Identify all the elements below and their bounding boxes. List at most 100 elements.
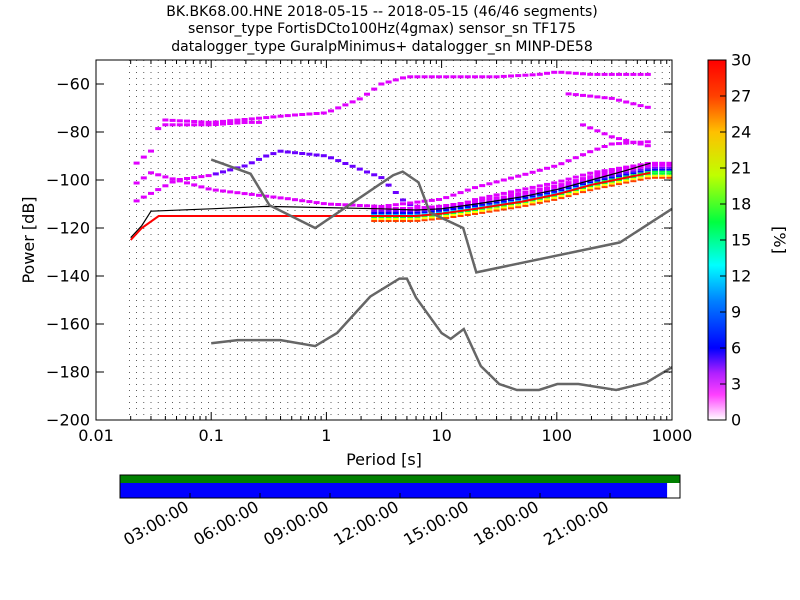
density-cell-59-5 — [551, 198, 558, 201]
y-axis-label: Power [dB] — [19, 196, 38, 283]
density-cell-55-1 — [522, 196, 529, 199]
trace-upper-cell-3 — [148, 149, 154, 153]
density-cell-51-5 — [493, 209, 500, 212]
trace-mid-hump-cell-10 — [198, 185, 205, 189]
density-cap-43 — [436, 204, 442, 208]
density-cell-34-4 — [371, 218, 378, 220]
trace-high-rising-cell-3 — [148, 191, 154, 195]
density-cell-75-5 — [666, 176, 673, 179]
trace-mid-hump-cell-21 — [277, 196, 284, 200]
density-cell-62-2 — [572, 187, 579, 190]
colorbar-tick-label-8: 24 — [731, 123, 751, 142]
trace-upper-secondary-cell-6 — [169, 123, 176, 127]
trace-high-rising-cell-65 — [594, 170, 601, 174]
density-cell-41-5 — [421, 219, 428, 222]
density-cell-40-1 — [414, 211, 421, 214]
trace-upper-secondary-cell-15 — [234, 121, 241, 125]
density-cell-41-0 — [421, 209, 428, 212]
trace-high-rising-cell-34 — [371, 173, 378, 177]
plot-area: 0.01 0.1 1 10 100 1000 −200 −180 −160 −140 −120 −1… — [19, 59, 692, 469]
trace-upper-cell-26 — [313, 112, 320, 115]
density-cap-46 — [457, 202, 464, 205]
density-cap-69 — [623, 166, 630, 172]
trace-high-rising-cell-25 — [306, 152, 313, 156]
trace-upper-cell-57 — [536, 72, 543, 76]
density-cap-47 — [464, 201, 471, 204]
density-cell-64-4 — [587, 187, 594, 190]
density-cell-74-2 — [659, 170, 666, 173]
density-cell-45-4 — [450, 214, 457, 216]
density-cell-61-5 — [565, 195, 572, 198]
trace-mid-hump-cell-29 — [335, 203, 342, 206]
line-mean — [130, 162, 651, 239]
trace-high-rising-cell-62 — [572, 175, 579, 179]
density-cap-57 — [536, 187, 543, 192]
density-cell-57-5 — [536, 201, 543, 204]
trace-mid-hump-cell-65 — [594, 147, 601, 151]
trace-upper-cell-8 — [184, 119, 190, 123]
density-cell-43-5 — [436, 217, 442, 220]
trace-upper-cell-52 — [500, 74, 507, 78]
density-cell-53-5 — [508, 207, 514, 210]
density-cell-65-4 — [594, 185, 601, 188]
density-cell-47-3 — [464, 210, 471, 212]
density-cell-38-4 — [400, 218, 406, 220]
density-cell-45-5 — [450, 216, 457, 218]
density-cell-54-2 — [515, 200, 522, 203]
chart-title: BK.BK68.00.HNE 2018-05-15 -- 2018-05-15 … — [166, 4, 597, 55]
colorbar-tick-label-5: 15 — [731, 231, 751, 250]
trace-upper-cell-14 — [227, 119, 234, 123]
density-cap-53 — [508, 193, 514, 198]
density-cell-74-0 — [659, 166, 666, 169]
density-cell-34-1 — [371, 212, 378, 214]
trace-upper-right-cell-70 — [630, 102, 637, 106]
density-cell-40-3 — [414, 215, 421, 218]
trace-upper-cell-51 — [493, 75, 500, 79]
trace-high-rising-cell-39 — [407, 203, 414, 207]
trace-mid-hump-cell-15 — [234, 191, 241, 195]
trace-high-rising-cell-6 — [169, 180, 176, 184]
density-cell-53-2 — [508, 201, 514, 204]
density-cell-45-3 — [450, 212, 457, 214]
trace-upper-right-cell-64 — [587, 94, 594, 98]
trace-high-rising-cell-49 — [479, 196, 486, 200]
density-cell-55-4 — [522, 202, 529, 205]
trace-upper-secondary-cell-5 — [162, 123, 169, 127]
density-cap-37 — [392, 207, 399, 210]
trace-upper-cell-9 — [191, 120, 198, 123]
density-cell-66-5 — [601, 186, 608, 189]
trace-upper-secondary-cell-12 — [212, 123, 219, 126]
density-cell-53-4 — [508, 205, 514, 208]
density-cell-59-1 — [551, 190, 558, 193]
trace-mid-hump-cell-47 — [464, 188, 471, 192]
trace-high-rising-cell-17 — [248, 161, 255, 165]
colorbar-tick-label-2: 6 — [731, 339, 741, 358]
timeline-tick-label-3: 12:00:00 — [330, 497, 402, 549]
density-cell-56-4 — [529, 201, 536, 204]
timeline-ticks: 03:00:0006:00:0009:00:0012:00:0015:00:00… — [120, 493, 612, 549]
density-cap-44 — [443, 204, 450, 207]
density-cell-34-5 — [371, 220, 378, 222]
density-cell-48-3 — [472, 209, 478, 211]
trace-upper-secondary-cell-17 — [248, 120, 255, 124]
density-cell-50-2 — [486, 204, 493, 207]
x-axis-label: Period [s] — [346, 450, 422, 469]
trace-upper-right-cell-62 — [572, 93, 579, 97]
trace-upper-cell-37 — [392, 78, 399, 82]
density-cap-54 — [515, 192, 522, 197]
trace-upper-cell-41 — [421, 75, 428, 79]
density-cell-70-1 — [630, 172, 637, 175]
x-tick-label-0: 0.01 — [78, 426, 114, 445]
density-cell-34-0 — [371, 210, 378, 212]
trace-mid-hump-cell-16 — [241, 192, 248, 196]
trace-mid-hump-cell-59 — [551, 164, 558, 168]
data-availability-timeline: 03:00:0006:00:0009:00:0012:00:0015:00:00… — [119, 474, 681, 549]
density-cell-75-4 — [666, 174, 673, 177]
trace-high-rising-cell-8 — [184, 177, 190, 180]
trace-upper-cell-59 — [551, 70, 558, 74]
trace-mid-hump-cell-1 — [133, 181, 140, 185]
trace-upper-cell-38 — [400, 76, 406, 80]
trace-upper-right-cell-68 — [616, 98, 622, 102]
density-cell-55-5 — [522, 204, 529, 207]
trace-mid-hump-cell-26 — [313, 201, 320, 205]
